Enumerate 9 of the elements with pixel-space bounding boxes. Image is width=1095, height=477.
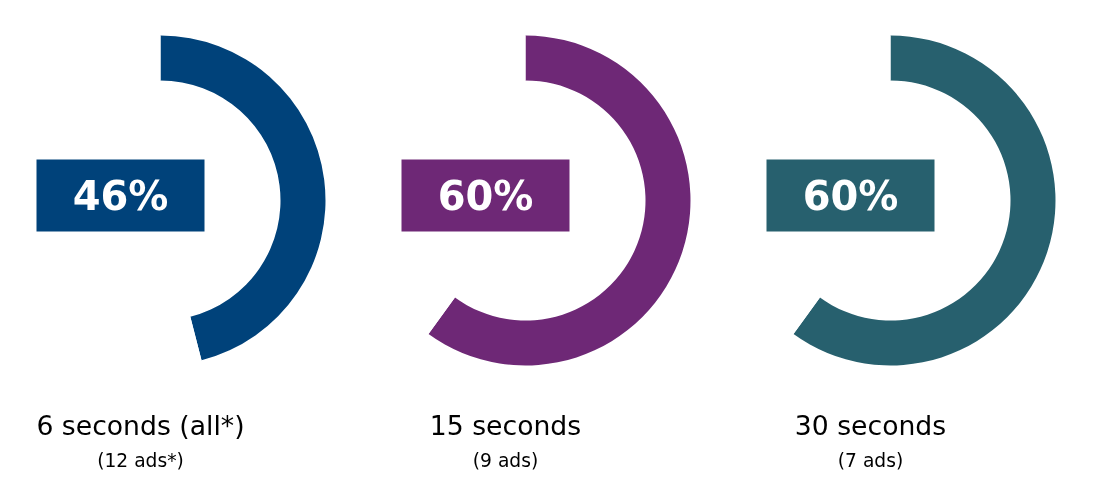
text: 6 seconds (all*) bbox=[36, 410, 245, 441]
text: (7 ads) bbox=[837, 450, 904, 471]
text: 30 seconds bbox=[794, 410, 947, 441]
text: (12 ads*) bbox=[97, 450, 184, 471]
text: 46% bbox=[72, 172, 169, 219]
text: 15 seconds bbox=[429, 410, 582, 441]
text: 60% bbox=[437, 172, 534, 219]
text: (9 ads) bbox=[472, 450, 539, 471]
text: 60% bbox=[802, 172, 899, 219]
